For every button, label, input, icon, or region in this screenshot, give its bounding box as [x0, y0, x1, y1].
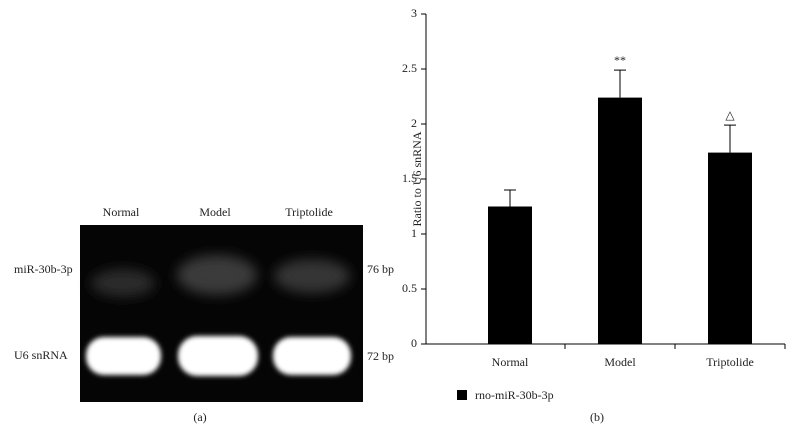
- size-label: 72 bp: [367, 349, 394, 363]
- row-label: miR-30b-3p: [14, 262, 73, 276]
- band: [177, 255, 257, 295]
- significance-mark: **: [614, 53, 626, 67]
- y-tick-label: 1.5: [402, 171, 417, 185]
- significance-mark: △: [725, 108, 735, 122]
- panel-label: (b): [590, 410, 604, 424]
- y-tick-label: 2.5: [402, 61, 417, 75]
- size-label: 76 bp: [367, 262, 394, 276]
- legend-label: rno-miR-30b-3p: [475, 388, 554, 402]
- x-tick-label: Normal: [492, 355, 529, 369]
- y-tick-label: 3: [411, 6, 417, 20]
- y-tick-label: 2: [411, 116, 417, 130]
- y-tick-label: 1: [411, 226, 417, 240]
- y-axis-label: Ratio to U6 snRNA: [410, 131, 424, 226]
- y-tick-label: 0: [411, 336, 417, 350]
- legend-swatch: [457, 390, 467, 400]
- row-label: U6 snRNA: [14, 348, 68, 362]
- lane-label: Triptolide: [285, 205, 333, 219]
- band: [178, 336, 258, 376]
- lane-label: Model: [199, 205, 231, 219]
- lane-label: Normal: [103, 205, 140, 219]
- bar-chart: Ratio to U6 snRNA (b) 0 0.5 1 1.5 2 2.5 3 Norma…: [402, 6, 786, 424]
- band: [86, 337, 161, 375]
- x-tick-label: Triptolide: [706, 355, 754, 369]
- gel-panel: Normal Model Triptolide miR-30b-3p U6 sn…: [14, 205, 394, 424]
- band: [274, 259, 350, 293]
- y-tick-label: 0.5: [402, 281, 417, 295]
- x-tick-label: Model: [604, 355, 636, 369]
- bar: [598, 97, 642, 344]
- bar: [488, 206, 532, 344]
- band: [273, 337, 351, 375]
- bar: [708, 152, 752, 344]
- panel-label: (a): [193, 410, 206, 424]
- band: [91, 269, 155, 297]
